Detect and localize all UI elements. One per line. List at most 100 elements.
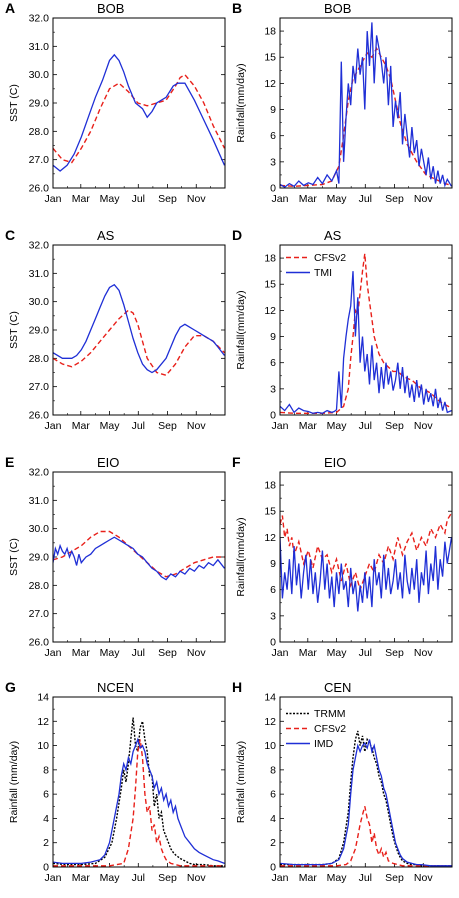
y-tick-label: 15	[264, 506, 276, 518]
x-tick-label: Nov	[187, 420, 206, 432]
x-tick-label: Mar	[299, 647, 318, 659]
y-tick-label: 6	[43, 789, 49, 801]
series-line-blue	[53, 737, 225, 865]
y-axis-label: Rainfall (mm/day)	[235, 741, 247, 823]
x-tick-label: Nov	[414, 420, 433, 432]
x-tick-label: Jul	[359, 193, 372, 205]
panel-title: EIO	[324, 455, 346, 470]
x-tick-label: Mar	[72, 872, 91, 884]
x-tick-label: Mar	[299, 420, 318, 432]
y-tick-label: 0	[270, 410, 276, 422]
series-line-red	[53, 309, 225, 377]
x-tick-label: Mar	[72, 647, 91, 659]
series-line-blue	[53, 536, 225, 581]
legend-label: CFSv2	[314, 252, 346, 264]
y-tick-label: 31.0	[29, 495, 50, 507]
y-tick-label: 3	[270, 610, 276, 622]
x-tick-label: Nov	[187, 193, 206, 205]
y-tick-label: 0	[43, 862, 49, 874]
series-line-red	[53, 530, 225, 578]
panel-title: AS	[324, 228, 342, 243]
x-tick-label: Sep	[158, 193, 177, 205]
x-tick-label: Jul	[132, 647, 145, 659]
y-tick-label: 30.0	[29, 523, 50, 535]
panel-letter: F	[232, 454, 241, 470]
panel-title: NCEN	[97, 680, 134, 695]
y-tick-label: 8	[43, 764, 49, 776]
x-tick-label: Jan	[45, 647, 62, 659]
x-tick-label: Mar	[72, 420, 91, 432]
panel-title: CEN	[324, 680, 351, 695]
panel-D: D AS 0 3 6 9 12 15 18 Jan Mar May Jul Sep Nov Rainfall(…	[232, 227, 453, 432]
series-line-blue	[280, 739, 452, 867]
plot-frame	[279, 17, 453, 189]
y-tick-label: 28.0	[29, 353, 50, 365]
series-line-blue	[53, 53, 225, 172]
y-tick-label: 31.0	[29, 41, 50, 53]
y-tick-label: 26.0	[29, 637, 50, 649]
y-tick-label: 10	[264, 740, 276, 752]
y-tick-label: 32.0	[29, 240, 50, 252]
y-tick-label: 12	[264, 532, 276, 544]
y-tick-label: 29.0	[29, 552, 50, 564]
y-tick-label: 15	[264, 279, 276, 291]
x-tick-label: Nov	[414, 872, 433, 884]
x-tick-label: Jan	[45, 193, 62, 205]
y-tick-label: 18	[264, 26, 276, 38]
x-tick-label: Jul	[132, 872, 145, 884]
panel-title: AS	[97, 228, 115, 243]
panel-title: BOB	[97, 1, 124, 16]
y-tick-label: 4	[270, 813, 276, 825]
panel-F: F EIO 0 3 6 9 12 15 18 Jan Mar May Jul Sep Nov Rainfall…	[232, 454, 453, 659]
y-axis-label: Rainfall(mm/day)	[235, 290, 247, 369]
y-tick-label: 9	[270, 104, 276, 116]
panel-letter: E	[5, 454, 14, 470]
legend-label: TRMM	[314, 708, 346, 720]
y-tick-label: 6	[270, 357, 276, 369]
series-line-red	[280, 806, 452, 867]
legend-label: IMD	[314, 738, 334, 750]
panel-C: C AS 26.0 27.0 28.0 29.0 30.0 31.0 32.0 Jan Mar May…	[5, 227, 226, 432]
x-tick-label: Sep	[158, 872, 177, 884]
series-line-blue	[53, 283, 225, 374]
x-tick-label: Jul	[359, 647, 372, 659]
y-tick-label: 31.0	[29, 268, 50, 280]
panel-H: H CEN 0 2 4 6 8 10 12 14 Jan Mar May Jul Sep Nov Rainfal…	[232, 679, 453, 884]
y-tick-label: 29.0	[29, 325, 50, 337]
y-tick-label: 27.0	[29, 381, 50, 393]
y-tick-label: 6	[270, 130, 276, 142]
y-tick-label: 0	[270, 862, 276, 874]
y-axis-label: Rainfall(mm/day)	[235, 63, 247, 142]
panel-letter: G	[5, 679, 16, 695]
series-line-black	[53, 717, 225, 867]
x-tick-label: May	[100, 872, 121, 884]
x-tick-label: Mar	[72, 193, 91, 205]
series-line-red	[53, 73, 225, 164]
y-tick-label: 30.0	[29, 69, 50, 81]
y-tick-label: 12	[264, 716, 276, 728]
x-tick-label: Jul	[132, 193, 145, 205]
panel-letter: C	[5, 227, 15, 243]
x-tick-label: Jan	[45, 872, 62, 884]
y-tick-label: 18	[264, 253, 276, 265]
series-line-red	[280, 253, 452, 414]
y-tick-label: 4	[43, 813, 49, 825]
panel-title: EIO	[97, 455, 119, 470]
x-tick-label: Mar	[299, 872, 318, 884]
y-tick-label: 0	[270, 183, 276, 195]
x-tick-label: May	[327, 420, 348, 432]
x-tick-label: Jul	[132, 420, 145, 432]
y-tick-label: 3	[270, 383, 276, 395]
legend-label: CFSv2	[314, 723, 346, 735]
y-tick-label: 3	[270, 156, 276, 168]
x-tick-label: Jan	[45, 420, 62, 432]
y-tick-label: 26.0	[29, 183, 50, 195]
legend: CFSv2 TMI	[286, 252, 346, 279]
y-axis-label: SST (C)	[8, 311, 20, 349]
y-tick-label: 8	[270, 764, 276, 776]
y-tick-label: 26.0	[29, 410, 50, 422]
legend: TRMM CFSv2 IMD	[286, 708, 346, 750]
x-tick-label: May	[100, 193, 121, 205]
y-tick-label: 14	[37, 692, 49, 704]
